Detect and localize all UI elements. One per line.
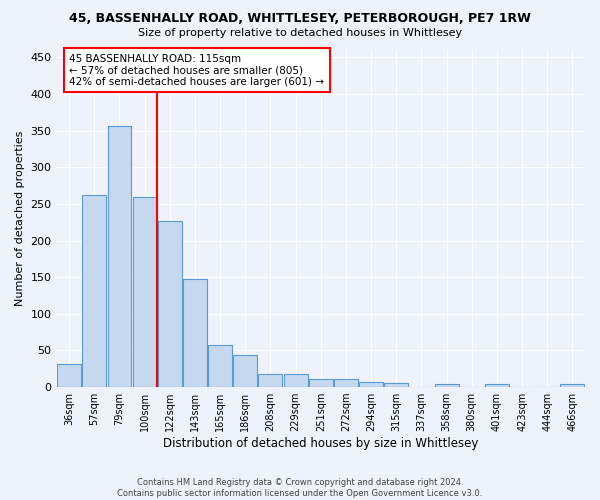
- Bar: [385, 384, 408, 387]
- Text: 45, BASSENHALLY ROAD, WHITTLESEY, PETERBOROUGH, PE7 1RW: 45, BASSENHALLY ROAD, WHITTLESEY, PETERB…: [69, 12, 531, 26]
- Bar: [57, 364, 81, 387]
- Bar: [133, 198, 157, 387]
- X-axis label: Distribution of detached houses by size in Whittlesey: Distribution of detached houses by size …: [163, 437, 478, 450]
- Bar: [284, 374, 308, 387]
- Bar: [107, 126, 131, 387]
- Bar: [485, 384, 509, 387]
- Bar: [158, 222, 182, 387]
- Bar: [82, 195, 106, 387]
- Bar: [183, 278, 207, 387]
- Bar: [233, 355, 257, 387]
- Text: Contains HM Land Registry data © Crown copyright and database right 2024.
Contai: Contains HM Land Registry data © Crown c…: [118, 478, 482, 498]
- Text: 45 BASSENHALLY ROAD: 115sqm
← 57% of detached houses are smaller (805)
42% of se: 45 BASSENHALLY ROAD: 115sqm ← 57% of det…: [70, 54, 325, 87]
- Bar: [309, 379, 333, 387]
- Bar: [560, 384, 584, 387]
- Bar: [434, 384, 458, 387]
- Text: Size of property relative to detached houses in Whittlesey: Size of property relative to detached ho…: [138, 28, 462, 38]
- Bar: [359, 382, 383, 387]
- Bar: [334, 379, 358, 387]
- Y-axis label: Number of detached properties: Number of detached properties: [15, 131, 25, 306]
- Bar: [208, 346, 232, 387]
- Bar: [259, 374, 283, 387]
